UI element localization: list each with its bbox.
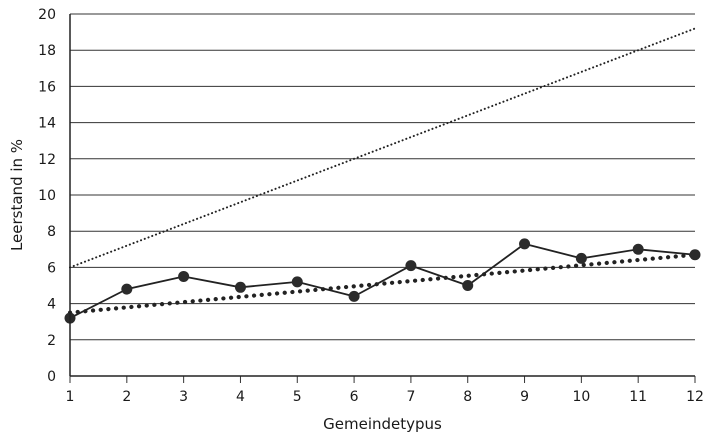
x-tick-label: 2 (122, 389, 131, 405)
data-point (234, 281, 246, 293)
y-tick-label: 18 (38, 43, 56, 59)
y-tick-label: 0 (47, 369, 56, 385)
grid-lines (70, 13, 695, 341)
x-tick-label: 11 (629, 389, 647, 405)
series-line-observed (69, 242, 696, 319)
x-tick-label: 10 (572, 389, 590, 405)
x-tick-label: 5 (293, 389, 302, 405)
data-point (291, 276, 303, 288)
y-axis-ticks: 0 2 4 6 8 10 12 14 16 18 20 (38, 7, 56, 385)
y-tick-label: 6 (47, 260, 56, 276)
y-tick-label: 4 (47, 297, 56, 313)
data-point (519, 238, 531, 250)
data-point (121, 283, 133, 295)
x-axis-title: Gemeindetypus (323, 415, 442, 433)
data-point (689, 249, 701, 261)
y-tick-label: 14 (38, 116, 56, 132)
data-point (348, 290, 360, 302)
trend-line-bold-dotted (67, 252, 698, 315)
data-point (178, 270, 190, 282)
x-tick-label: 1 (66, 389, 75, 405)
data-point (632, 243, 644, 255)
x-tick-label: 8 (463, 389, 472, 405)
x-tick-label: 9 (520, 389, 529, 405)
trend-line-fine-dotted (69, 27, 696, 269)
data-point (405, 260, 417, 272)
y-tick-label: 2 (47, 333, 56, 349)
y-tick-label: 12 (38, 152, 56, 168)
data-point (575, 252, 587, 264)
x-tick-label: 3 (179, 389, 188, 405)
y-tick-label: 20 (38, 7, 56, 23)
series-lines (67, 27, 698, 319)
x-axis-ticks: 1 2 3 4 5 6 7 8 9 10 11 12 (66, 376, 703, 405)
x-tick-label: 6 (350, 389, 359, 405)
x-tick-label: 7 (406, 389, 415, 405)
x-tick-label: 4 (236, 389, 245, 405)
y-tick-label: 16 (38, 79, 56, 95)
y-tick-label: 8 (47, 224, 56, 240)
data-point (462, 280, 474, 291)
y-axis-title: Leerstand in % (8, 139, 26, 251)
y-tick-label: 10 (38, 188, 56, 204)
series-points (64, 238, 701, 324)
x-tick-label: 12 (686, 389, 703, 405)
